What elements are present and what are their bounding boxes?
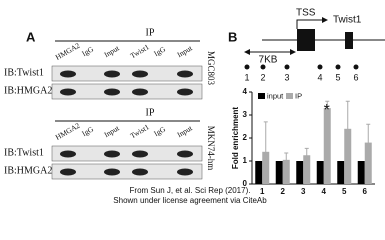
site-label: 2	[260, 72, 265, 82]
band	[104, 150, 120, 158]
y-tick-label: 4	[243, 87, 248, 96]
bar	[275, 161, 283, 184]
band	[177, 150, 193, 158]
bar	[364, 142, 372, 184]
bar	[316, 161, 324, 184]
site-dot	[260, 64, 266, 70]
band	[60, 150, 76, 158]
legend-label: input	[267, 91, 284, 100]
site-label: 6	[353, 72, 358, 82]
bar	[303, 155, 311, 184]
band	[132, 150, 148, 158]
figure: A B From Sun J, et al. Sci Rep (2017). S…	[4, 8, 385, 205]
gene-label: Twist1	[333, 15, 362, 26]
bar	[296, 161, 304, 184]
row-label: IB:Twist1	[4, 147, 44, 158]
band	[177, 168, 193, 176]
column-label: IgG	[152, 124, 167, 138]
cell-line: MGC803	[206, 51, 216, 86]
column-label: Input	[175, 123, 194, 139]
x-tick-label: 6	[363, 187, 368, 196]
site-label: 5	[335, 72, 340, 82]
x-tick-label: 2	[281, 187, 286, 196]
band	[104, 88, 120, 96]
ip-label: IP	[146, 27, 155, 38]
tss-arrow	[296, 19, 322, 29]
y-tick-label: 0	[243, 179, 248, 188]
arrowhead	[244, 49, 296, 55]
band	[104, 168, 120, 176]
y-tick-label: 2	[243, 133, 248, 142]
footer: From Sun J, et al. Sci Rep (2017).	[130, 186, 251, 195]
bar	[255, 161, 263, 184]
x-tick-label: 4	[322, 187, 327, 196]
bar	[282, 159, 290, 184]
site-dot	[284, 64, 290, 70]
footer: Shown under license agreement via CiteAb	[113, 196, 267, 205]
band	[60, 70, 76, 78]
y-tick-label: 3	[243, 110, 248, 119]
site-label: 4	[317, 72, 322, 82]
band	[177, 70, 193, 78]
error-bar	[345, 100, 350, 157]
legend-swatch	[258, 93, 265, 99]
site-label: 3	[284, 72, 289, 82]
error-bar	[366, 123, 371, 162]
x-tick-label: 5	[342, 187, 347, 196]
legend-label: IP	[295, 91, 302, 100]
column-label: Input	[102, 123, 121, 139]
error-bar	[284, 152, 289, 168]
blot	[51, 145, 203, 162]
site-label: 1	[244, 72, 249, 82]
arrowhead	[322, 17, 328, 23]
tss-label: TSS	[296, 8, 316, 19]
bar	[357, 161, 365, 184]
column-label: HMGA2	[54, 121, 82, 142]
x-tick-label: 1	[260, 187, 265, 196]
band	[60, 88, 76, 96]
site-dot	[244, 64, 250, 70]
blot	[51, 65, 203, 82]
annotation: *	[324, 102, 330, 119]
column-label: IgG	[152, 44, 167, 58]
distance-label: 7KB	[259, 55, 278, 66]
column-label: Input	[102, 43, 121, 59]
legend-swatch	[286, 93, 293, 99]
bar	[323, 108, 331, 184]
error-bar	[304, 147, 309, 163]
x-tick-label: 3	[301, 187, 306, 196]
column-label: Twist1	[129, 122, 151, 140]
error-bar	[325, 100, 330, 116]
column-label: Twist1	[129, 42, 151, 60]
column-label: IgG	[80, 124, 95, 138]
band	[104, 70, 120, 78]
site-dot	[335, 64, 341, 70]
y-axis-label: Fold enrichment	[231, 107, 240, 170]
row-label: IB:HMGA2	[4, 165, 52, 176]
y-tick-label: 1	[243, 156, 248, 165]
site-dot	[353, 64, 359, 70]
row-label: IB:Twist1	[4, 67, 44, 78]
exon	[297, 29, 315, 51]
band	[132, 168, 148, 176]
band	[132, 88, 148, 96]
band	[132, 70, 148, 78]
cell-line: MKN74-hm	[206, 126, 216, 171]
blot	[51, 83, 203, 100]
band	[177, 88, 193, 96]
bar	[337, 161, 345, 184]
column-label: HMGA2	[54, 41, 82, 62]
blot	[51, 163, 203, 180]
band	[60, 168, 76, 176]
column-label: IgG	[80, 44, 95, 58]
panel-label: A	[26, 29, 36, 44]
ip-label: IP	[146, 107, 155, 118]
error-bar	[263, 121, 268, 183]
exon	[345, 32, 353, 49]
row-label: IB:HMGA2	[4, 85, 52, 96]
panel-label: B	[228, 29, 237, 44]
site-dot	[317, 64, 323, 70]
column-label: Input	[175, 43, 194, 59]
